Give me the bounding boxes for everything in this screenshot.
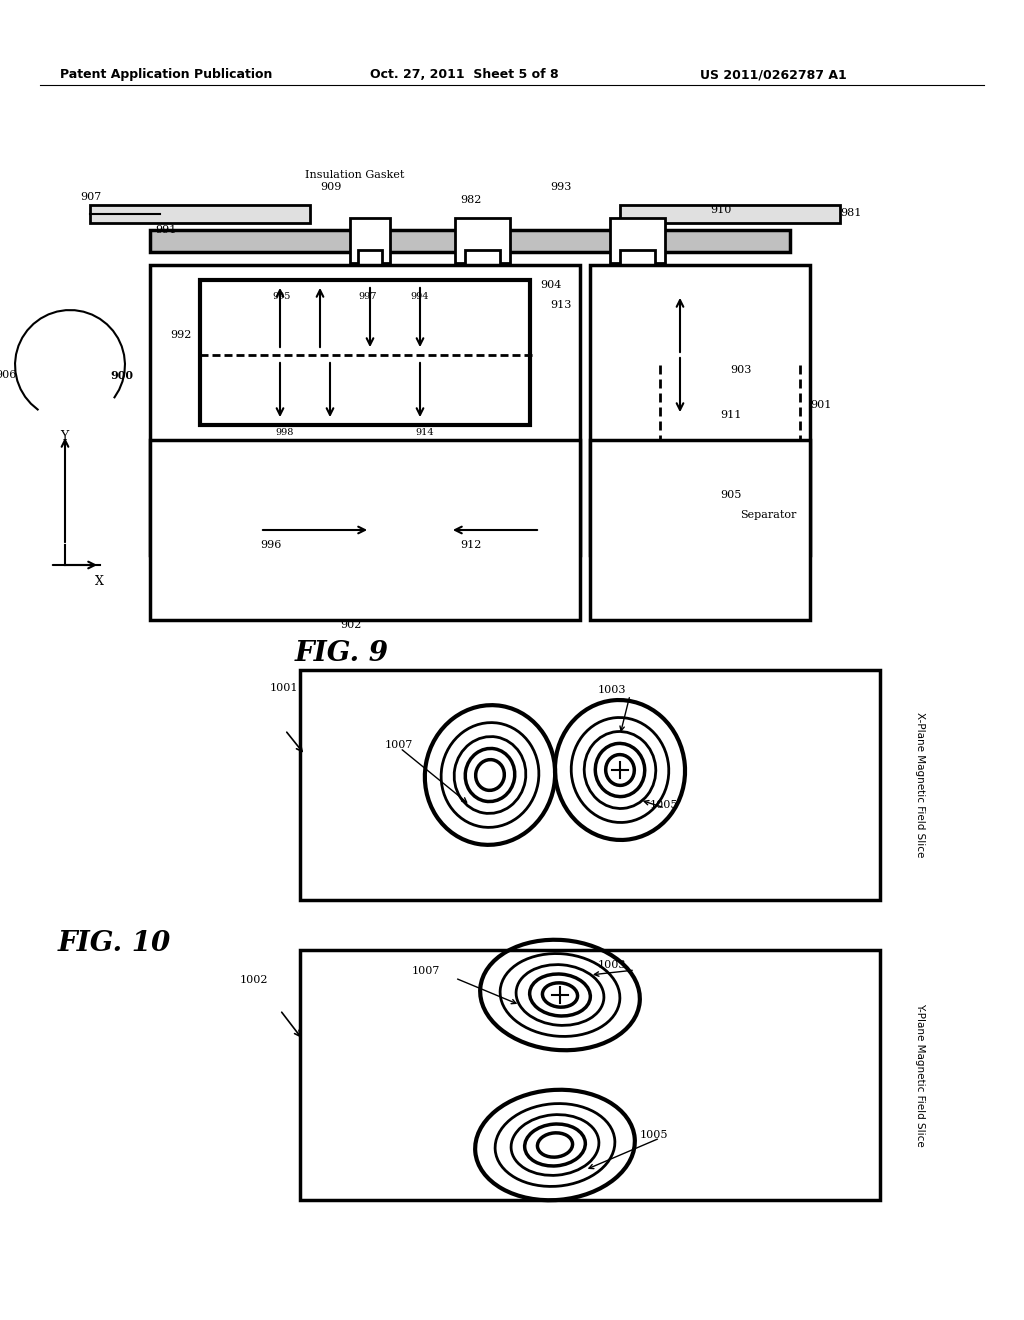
Text: 914: 914 [415, 428, 433, 437]
Bar [620, 249, 655, 279]
Text: Oct. 27, 2011  Sheet 5 of 8: Oct. 27, 2011 Sheet 5 of 8 [370, 69, 559, 81]
Text: 1005: 1005 [640, 1130, 669, 1140]
Text: 907: 907 [80, 191, 101, 202]
Text: FIG. 9: FIG. 9 [295, 640, 389, 667]
Bar [150, 265, 580, 554]
Bar [300, 950, 880, 1200]
Text: 900: 900 [110, 370, 133, 381]
Text: Y: Y [60, 430, 69, 444]
Text: 995: 995 [272, 292, 291, 301]
Text: US 2011/0262787 A1: US 2011/0262787 A1 [700, 69, 847, 81]
Text: X: X [95, 576, 103, 587]
Text: 994: 994 [410, 292, 428, 301]
Text: 996: 996 [260, 540, 282, 550]
Bar [300, 671, 880, 900]
Text: FIG. 10: FIG. 10 [58, 931, 171, 957]
Bar [150, 230, 790, 252]
Bar [150, 440, 580, 620]
Text: Insulation Gasket: Insulation Gasket [305, 170, 404, 180]
Text: 904: 904 [540, 280, 561, 290]
Text: Patent Application Publication: Patent Application Publication [60, 69, 272, 81]
Bar [350, 218, 390, 263]
Text: Y-Plane Magnetic Field Slice: Y-Plane Magnetic Field Slice [915, 1003, 925, 1147]
Text: 910: 910 [710, 205, 731, 215]
Text: 997: 997 [358, 292, 377, 301]
Text: 993: 993 [550, 182, 571, 191]
Text: X-Plane Magnetic Field Slice: X-Plane Magnetic Field Slice [915, 713, 925, 858]
Bar [200, 280, 530, 425]
Text: 1007: 1007 [412, 966, 440, 975]
Text: 1001: 1001 [270, 682, 299, 693]
Text: 1007: 1007 [385, 741, 414, 750]
Bar [590, 440, 810, 620]
Text: 901: 901 [810, 400, 831, 411]
Text: 905: 905 [720, 490, 741, 500]
Bar [610, 218, 665, 263]
Text: 1005: 1005 [650, 800, 679, 810]
Text: 912: 912 [460, 540, 481, 550]
Text: 903: 903 [730, 366, 752, 375]
Text: 991: 991 [155, 224, 176, 235]
Text: 911: 911 [720, 411, 741, 420]
Bar [465, 249, 500, 279]
Text: 982: 982 [460, 195, 481, 205]
Text: 1003: 1003 [598, 960, 627, 970]
Bar [620, 205, 840, 223]
Bar [455, 218, 510, 263]
Text: 992: 992 [170, 330, 191, 341]
Text: 913: 913 [550, 300, 571, 310]
Text: 909: 909 [319, 182, 341, 191]
Text: 1003: 1003 [598, 685, 627, 696]
Text: 906: 906 [0, 370, 16, 380]
Bar [590, 265, 810, 554]
Text: 902: 902 [340, 620, 361, 630]
Text: 981: 981 [840, 209, 861, 218]
Text: Separator: Separator [740, 510, 797, 520]
Bar [90, 205, 310, 223]
Text: 998: 998 [275, 428, 293, 437]
Bar [358, 249, 382, 279]
Text: 1002: 1002 [240, 975, 268, 985]
